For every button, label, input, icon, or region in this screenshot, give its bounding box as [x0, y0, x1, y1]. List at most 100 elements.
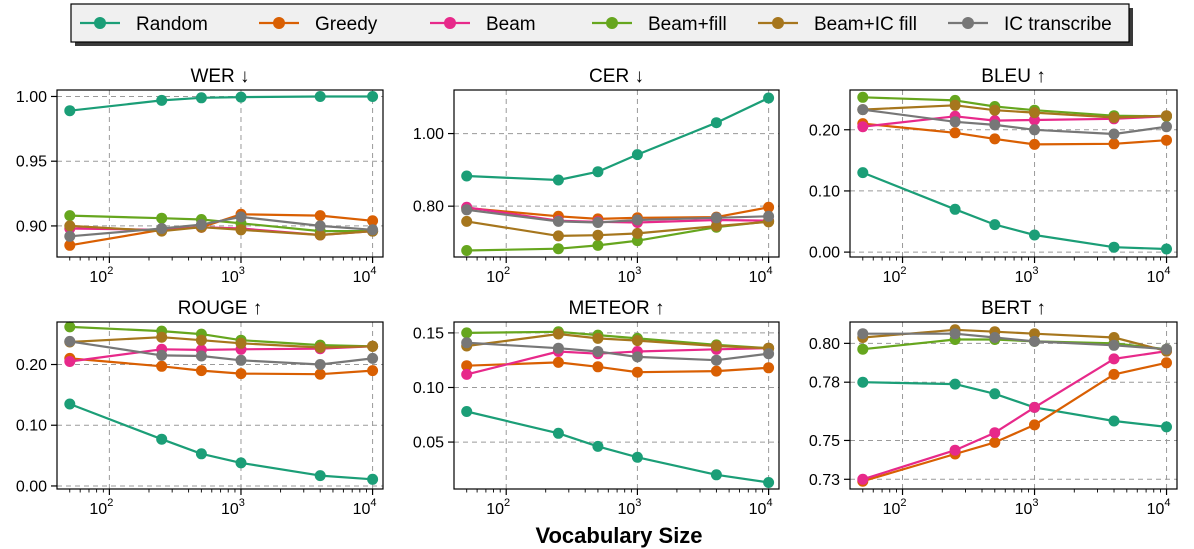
data-point — [592, 332, 604, 344]
data-point — [989, 104, 1001, 116]
data-point — [461, 204, 473, 216]
series-line — [466, 332, 769, 350]
x-tick-base: 10 — [221, 269, 239, 286]
panel-title: METEOR ↑ — [568, 298, 664, 319]
series-line — [466, 347, 769, 376]
data-point — [552, 243, 564, 255]
x-tick-exponent: 2 — [900, 497, 906, 509]
legend-entry: Beam+fill — [592, 14, 727, 35]
data-point — [949, 328, 961, 340]
data-point — [710, 117, 722, 129]
data-point — [710, 212, 722, 224]
data-point — [235, 368, 247, 380]
data-point — [949, 116, 961, 128]
series-line — [862, 104, 1167, 119]
axes-frame — [453, 89, 780, 258]
y-tick-label: 0.20 — [16, 357, 47, 374]
data-point — [592, 166, 604, 178]
data-point — [989, 436, 1001, 448]
data-point — [592, 239, 604, 251]
data-point — [235, 457, 247, 469]
data-point — [592, 440, 604, 452]
x-tick-exponent: 2 — [504, 497, 510, 509]
data-point — [367, 365, 379, 377]
y-tick-label: 0.00 — [809, 245, 840, 262]
data-point — [367, 215, 379, 227]
legend-entry: Beam+IC fill — [758, 14, 917, 35]
data-point — [235, 224, 247, 236]
series-line — [862, 350, 1167, 481]
data-point — [235, 354, 247, 366]
series-line — [69, 402, 373, 481]
x-tick-base: 10 — [1015, 269, 1033, 286]
data-point — [1108, 339, 1120, 351]
axes-frame — [849, 89, 1178, 258]
data-point — [64, 230, 76, 242]
data-point — [1029, 419, 1040, 431]
legend-marker — [772, 17, 784, 29]
series-line — [466, 208, 769, 224]
series-line — [862, 332, 1167, 351]
x-tick-base: 10 — [1147, 501, 1165, 518]
data-point — [1029, 335, 1040, 347]
series-line — [466, 97, 770, 182]
x-tick-label: 104 — [353, 265, 377, 286]
series-line — [466, 341, 769, 362]
data-point — [156, 433, 168, 445]
data-point — [631, 335, 643, 347]
data-point — [461, 337, 473, 349]
x-tick-base: 10 — [883, 501, 901, 518]
series-line — [862, 115, 1167, 128]
data-point — [552, 427, 564, 439]
data-point — [1161, 110, 1172, 122]
data-point — [195, 365, 207, 377]
data-point — [1161, 134, 1172, 146]
y-tick-label: 0.95 — [16, 154, 47, 171]
y-tick-label: 0.15 — [413, 325, 444, 342]
x-tick-base: 10 — [486, 501, 504, 518]
data-point — [1161, 343, 1172, 355]
data-point — [763, 92, 775, 104]
data-point — [461, 327, 473, 339]
series-line — [862, 328, 1167, 353]
legend-entry: Greedy — [259, 14, 378, 35]
data-point — [64, 210, 76, 222]
data-point — [64, 398, 76, 410]
series-line — [69, 325, 373, 348]
data-point — [552, 230, 564, 242]
series-group — [857, 91, 1172, 255]
data-point — [857, 376, 869, 388]
series-line — [862, 381, 1167, 428]
data-point — [857, 104, 869, 116]
data-point — [195, 448, 207, 460]
data-point — [367, 224, 379, 236]
y-tick-label: 0.10 — [16, 418, 47, 435]
panel-title: BERT ↑ — [981, 298, 1046, 319]
data-point — [710, 469, 722, 481]
data-point — [64, 321, 76, 333]
axes-frame — [849, 321, 1178, 490]
series-line — [862, 108, 1167, 136]
data-point — [857, 473, 869, 485]
y-tick-label: 0.90 — [16, 218, 47, 235]
x-tick-exponent: 2 — [504, 265, 510, 277]
data-point — [461, 245, 473, 256]
series-group — [461, 92, 775, 256]
legend-label: Beam+IC fill — [814, 14, 917, 35]
data-point — [1108, 241, 1120, 253]
data-point — [64, 335, 76, 347]
x-tick-exponent: 2 — [107, 497, 113, 509]
x-tick-base: 10 — [353, 269, 371, 286]
x-tick-exponent: 3 — [635, 265, 641, 277]
data-point — [314, 368, 326, 380]
data-point — [461, 406, 473, 417]
series-line — [69, 215, 373, 238]
data-point — [314, 229, 326, 241]
x-tick-exponent: 3 — [635, 497, 641, 509]
data-point — [631, 351, 643, 363]
x-tick-label: 104 — [1147, 497, 1171, 518]
data-point — [1029, 124, 1040, 136]
series-group — [64, 321, 379, 485]
